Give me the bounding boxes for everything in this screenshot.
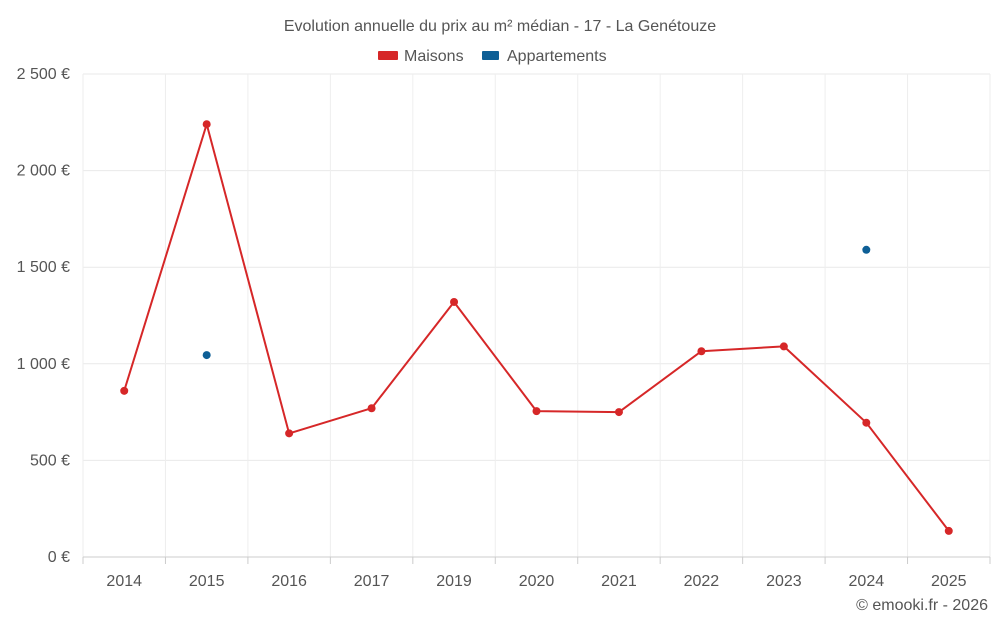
x-tick-label: 2015 bbox=[189, 573, 225, 590]
x-tick-label: 2024 bbox=[849, 573, 885, 590]
y-tick-label: 0 € bbox=[48, 549, 70, 566]
data-point-maisons bbox=[202, 120, 211, 129]
series-layer bbox=[120, 120, 953, 535]
data-point-maisons bbox=[862, 418, 871, 427]
data-point-maisons bbox=[285, 429, 294, 438]
x-tick-label: 2021 bbox=[601, 573, 637, 590]
data-point-maisons bbox=[450, 297, 459, 306]
x-tick-label: 2019 bbox=[436, 573, 472, 590]
y-tick-label: 2 000 € bbox=[17, 163, 70, 180]
data-point-maisons bbox=[779, 342, 788, 351]
chart-title: Evolution annuelle du prix au m² médian … bbox=[284, 18, 716, 35]
grid bbox=[82, 73, 991, 557]
credit-text: © emooki.fr - 2026 bbox=[856, 597, 988, 614]
data-point-maisons bbox=[697, 347, 706, 356]
x-tick-label: 2020 bbox=[519, 573, 555, 590]
legend-swatch-maisons bbox=[378, 51, 398, 60]
legend-label-appartements[interactable]: Appartements bbox=[507, 48, 607, 65]
data-point-maisons bbox=[944, 526, 953, 535]
x-tick-label: 2025 bbox=[931, 573, 967, 590]
x-tick-label: 2014 bbox=[106, 573, 142, 590]
data-point-maisons bbox=[367, 404, 376, 413]
y-tick-label: 1 500 € bbox=[17, 259, 70, 276]
y-tick-label: 500 € bbox=[30, 452, 70, 469]
data-point-appartements bbox=[862, 245, 871, 254]
legend: Maisons Appartements bbox=[378, 48, 607, 65]
data-point-maisons bbox=[120, 386, 129, 395]
data-point-maisons bbox=[532, 407, 541, 416]
x-tick-label: 2017 bbox=[354, 573, 390, 590]
x-tick-label: 2016 bbox=[271, 573, 307, 590]
data-point-appartements bbox=[202, 351, 211, 360]
axes: 0 € 500 € 1 000 € 1 500 € 2 000 € 2 500 € 2014… bbox=[17, 66, 991, 590]
y-tick-label: 1 000 € bbox=[17, 356, 70, 373]
y-tick-label: 2 500 € bbox=[17, 66, 70, 83]
data-point-maisons bbox=[614, 408, 623, 417]
x-tick-label: 2022 bbox=[684, 573, 720, 590]
legend-label-maisons[interactable]: Maisons bbox=[404, 48, 464, 65]
x-tick-label: 2023 bbox=[766, 573, 802, 590]
legend-swatch-appartements bbox=[482, 51, 499, 60]
